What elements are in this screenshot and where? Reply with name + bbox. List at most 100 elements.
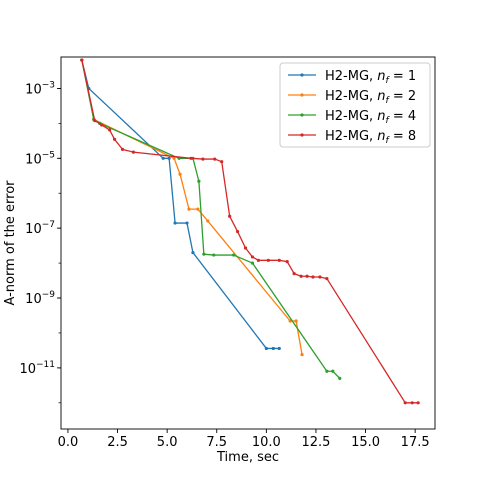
legend-label-sub: f bbox=[386, 136, 391, 146]
y-tick-label-exponent: −11 bbox=[36, 360, 55, 370]
data-point bbox=[220, 160, 224, 164]
data-point bbox=[416, 401, 420, 405]
y-tick-label-base: 10 bbox=[25, 152, 42, 167]
data-point bbox=[325, 369, 329, 373]
legend-label-sub: f bbox=[386, 96, 391, 106]
data-point bbox=[173, 221, 177, 225]
legend-item: H2-MG, nf = 2 bbox=[288, 89, 416, 106]
data-point bbox=[228, 214, 232, 218]
legend-box bbox=[279, 62, 431, 148]
legend-label-prefix: H2-MG, bbox=[325, 109, 377, 124]
data-point bbox=[410, 401, 414, 405]
plot-area-frame bbox=[60, 56, 436, 430]
y-tick-label-exponent: −7 bbox=[42, 220, 55, 230]
y-axis-label: A-norm of the error bbox=[3, 180, 18, 306]
data-point bbox=[292, 272, 296, 276]
data-point bbox=[131, 150, 136, 154]
y-tick-label: 10−7 bbox=[25, 220, 55, 237]
x-tick-label: 17.5 bbox=[401, 435, 430, 450]
data-point bbox=[300, 352, 304, 357]
x-tick-label: 2.5 bbox=[107, 435, 128, 450]
data-point bbox=[299, 274, 303, 278]
y-tick-label-base: 10 bbox=[19, 362, 36, 377]
data-point bbox=[80, 58, 84, 62]
data-point bbox=[178, 172, 182, 176]
legend-label: H2-MG, nf = 8 bbox=[325, 129, 416, 146]
y-tick-label: 10−11 bbox=[19, 360, 55, 377]
data-point bbox=[294, 319, 298, 323]
data-point bbox=[243, 246, 248, 250]
y-tick-label-base: 10 bbox=[25, 82, 42, 97]
x-axis-label: Time, sec bbox=[216, 450, 279, 465]
x-tick-label: 15.0 bbox=[351, 435, 380, 450]
data-point bbox=[311, 275, 315, 279]
data-point bbox=[191, 250, 195, 255]
series-line bbox=[81, 59, 419, 404]
data-point bbox=[325, 276, 329, 281]
data-point bbox=[196, 207, 200, 211]
y-tick-label-base: 10 bbox=[25, 222, 42, 237]
data-point bbox=[285, 260, 289, 264]
y-tick-label: 10−9 bbox=[25, 290, 55, 307]
data-point bbox=[403, 401, 407, 405]
data-point bbox=[338, 376, 342, 380]
legend-label-sub: f bbox=[386, 76, 391, 86]
axis-ticks: 0.0 2.5 5.0 7.5 10.0 12.5 15.0 17.510−310−510−7… bbox=[19, 80, 429, 450]
legend-label-suffix: = 4 bbox=[389, 109, 416, 124]
data-point bbox=[277, 346, 281, 351]
legend-label-prefix: H2-MG, bbox=[325, 129, 377, 144]
data-point bbox=[318, 275, 322, 279]
legend-label-suffix: = 1 bbox=[389, 69, 416, 84]
x-tick-label: 12.5 bbox=[301, 435, 330, 450]
plot-series bbox=[80, 58, 420, 405]
legend-item: H2-MG, nf = 4 bbox=[288, 109, 416, 126]
data-point bbox=[250, 261, 255, 265]
data-point bbox=[185, 221, 189, 225]
data-point bbox=[100, 123, 104, 127]
data-point bbox=[187, 207, 191, 211]
data-point bbox=[189, 156, 193, 160]
legend-label-var: n bbox=[377, 69, 385, 84]
x-tick-label: 5.0 bbox=[157, 435, 178, 450]
series-line bbox=[81, 59, 280, 350]
y-tick-label-exponent: −5 bbox=[42, 150, 55, 160]
legend-swatch-marker bbox=[300, 93, 304, 97]
data-point bbox=[93, 119, 97, 123]
data-point bbox=[250, 255, 255, 259]
legend-label-suffix: = 8 bbox=[389, 129, 416, 144]
legend: H2-MG, nf = 1H2-MG, nf = 2H2-MG, nf = 4H… bbox=[279, 62, 431, 148]
legend-item: H2-MG, nf = 8 bbox=[288, 129, 416, 146]
data-point bbox=[161, 156, 165, 160]
legend-label-var: n bbox=[377, 109, 385, 124]
data-point bbox=[331, 369, 335, 373]
legend-item: H2-MG, nf = 1 bbox=[288, 69, 416, 86]
x-tick-label: 7.5 bbox=[206, 435, 227, 450]
data-point bbox=[167, 156, 171, 160]
data-point bbox=[197, 179, 201, 183]
x-tick-label: 0.0 bbox=[58, 435, 79, 450]
series-4 bbox=[80, 58, 420, 405]
legend-label: H2-MG, nf = 1 bbox=[325, 69, 416, 86]
y-tick-label: 10−5 bbox=[25, 150, 55, 167]
data-point bbox=[271, 346, 275, 351]
data-point bbox=[256, 258, 261, 262]
legend-label: H2-MG, nf = 2 bbox=[325, 89, 416, 106]
legend-label-prefix: H2-MG, bbox=[325, 89, 377, 104]
legend-label-sub: f bbox=[386, 116, 391, 126]
data-point bbox=[277, 258, 281, 262]
data-point bbox=[202, 252, 206, 256]
y-tick-label-base: 10 bbox=[25, 292, 42, 307]
data-point bbox=[213, 157, 217, 161]
data-point bbox=[201, 157, 205, 161]
legend-swatch-marker bbox=[300, 113, 304, 117]
data-point bbox=[232, 253, 236, 257]
data-point bbox=[305, 274, 309, 278]
data-point bbox=[112, 137, 117, 141]
data-point bbox=[266, 258, 270, 262]
y-tick-label: 10−3 bbox=[25, 80, 55, 97]
legend-swatch-marker bbox=[300, 133, 304, 137]
legend-swatch-marker bbox=[300, 73, 304, 77]
legend-label: H2-MG, nf = 4 bbox=[325, 109, 416, 126]
